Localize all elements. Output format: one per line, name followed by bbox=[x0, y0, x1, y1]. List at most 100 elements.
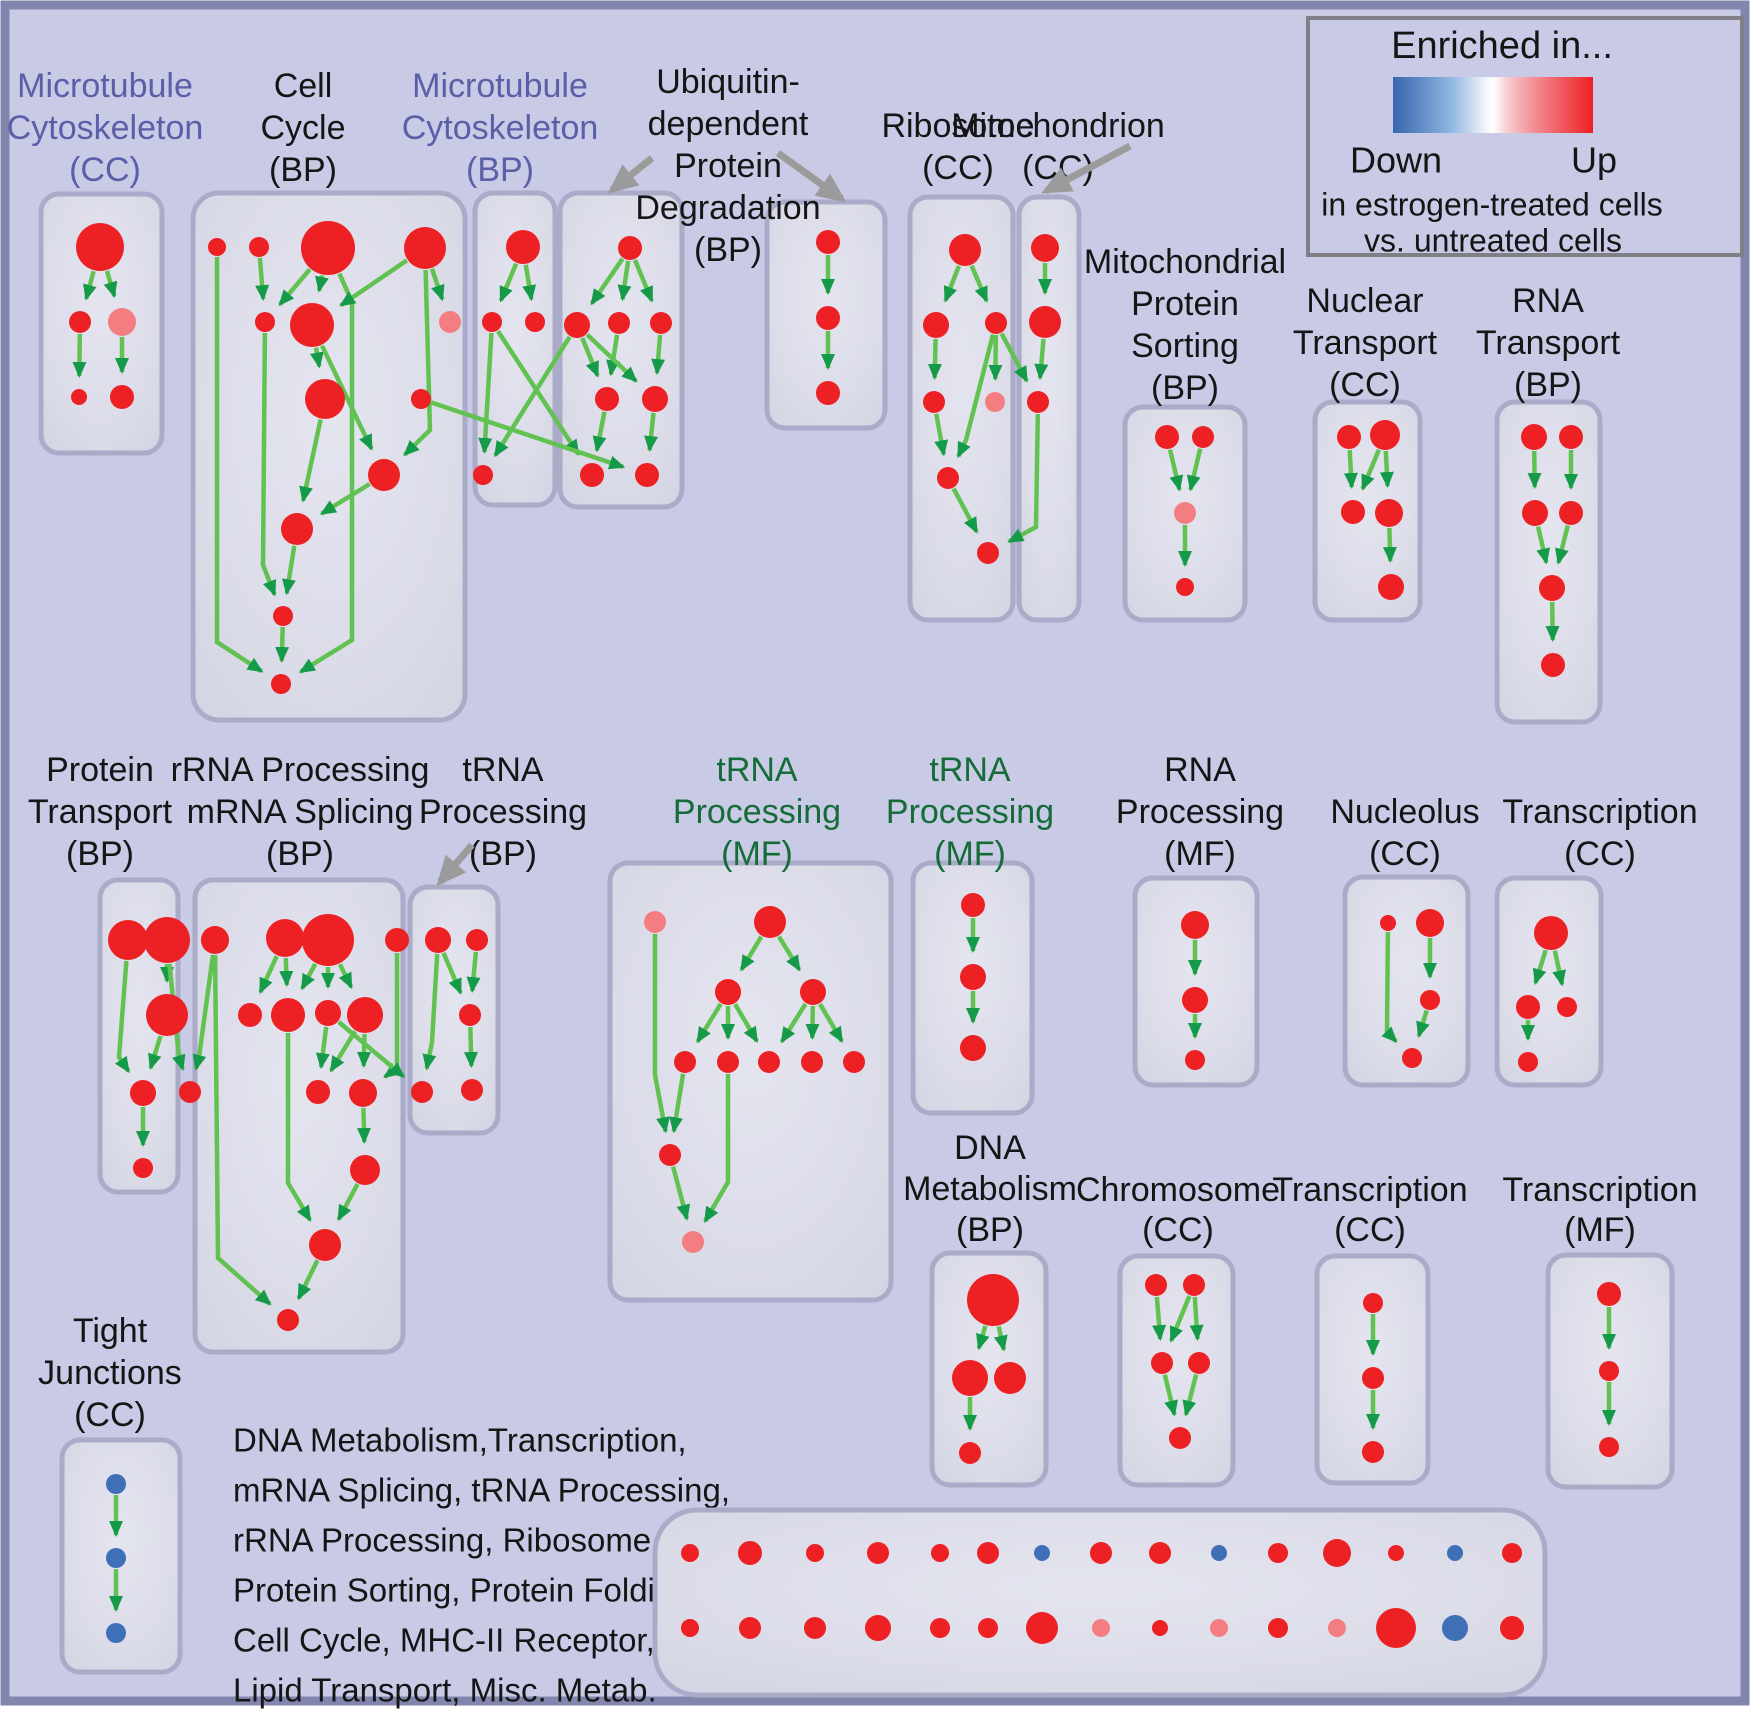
misc-category-text-line1: DNA Metabolism,Transcription, bbox=[233, 1422, 687, 1459]
misc-category-text-line6: Lipid Transport, Misc. Metab. bbox=[233, 1672, 657, 1709]
go-term-node-ub1-2 bbox=[608, 312, 630, 334]
go-term-node-chrom-1 bbox=[1183, 1274, 1205, 1296]
edge-ub1 bbox=[617, 260, 632, 302]
edge-rrna bbox=[212, 954, 272, 1306]
go-term-node-chrom-0 bbox=[1145, 1274, 1167, 1296]
cluster-label-ribo-line1: Ribosome bbox=[881, 107, 1034, 145]
legend-box bbox=[1306, 16, 1744, 257]
cluster-label-rrna-line2: mRNA Splicing bbox=[187, 793, 414, 831]
edge-rtrans bbox=[1527, 450, 1542, 489]
edge-ribo bbox=[951, 487, 979, 534]
go-term-node-mtcc-3 bbox=[71, 389, 87, 405]
go-term-node-ptrans-0 bbox=[108, 920, 148, 960]
legend-colorbar bbox=[1393, 77, 1593, 133]
edge-ribo bbox=[943, 265, 961, 303]
edge-gmf bbox=[695, 1002, 723, 1044]
legend-subtitle-line2: vs. untreated cells bbox=[1364, 222, 1622, 258]
go-term-node-mito-0 bbox=[1031, 234, 1059, 262]
cluster-label-msort-line2: Protein bbox=[1131, 285, 1239, 323]
cluster-label-ub1-line4: Degradation bbox=[635, 189, 820, 227]
edge-mtbp bbox=[522, 264, 537, 302]
edge-rrna bbox=[357, 1033, 372, 1068]
edge-rtrans bbox=[1535, 526, 1551, 565]
go-term-node-nucl-0 bbox=[1380, 915, 1396, 931]
edge-tcc1 bbox=[1552, 950, 1566, 987]
cluster-box-ntrans bbox=[1312, 399, 1423, 623]
go-term-node-tbp-2 bbox=[459, 1004, 481, 1026]
go-term-node-ribo-5 bbox=[937, 467, 959, 489]
go-term-node-mtbp-3 bbox=[473, 465, 493, 485]
edge-cross-rrna-tbp bbox=[337, 1020, 406, 1079]
go-term-node-cc-3 bbox=[404, 227, 446, 269]
go-term-node-cc-2 bbox=[301, 221, 355, 275]
cluster-box-mtbp bbox=[472, 190, 558, 508]
go-term-node-ub1-4 bbox=[595, 387, 619, 411]
edge-rrna bbox=[337, 963, 354, 989]
go-term-node-rrna-1 bbox=[266, 919, 304, 957]
go-term-node-msort-2 bbox=[1174, 502, 1196, 524]
cluster-box-mtcc bbox=[38, 191, 165, 456]
misc-node-bottom-3 bbox=[804, 1617, 826, 1639]
edge-ptrans bbox=[115, 960, 131, 1074]
go-term-node-ub1-0 bbox=[618, 236, 642, 260]
go-term-node-rtrans-2 bbox=[1522, 500, 1548, 526]
edge-rrna bbox=[192, 954, 216, 1071]
misc-node-top-14 bbox=[1447, 1545, 1463, 1561]
misc-node-bottom-8 bbox=[1092, 1619, 1110, 1637]
go-term-node-tbp-3 bbox=[411, 1081, 433, 1103]
arrow-to-mitochondrion-box bbox=[1041, 142, 1132, 195]
edge-rtrans bbox=[1545, 601, 1560, 642]
go-term-node-ribo-4 bbox=[985, 392, 1005, 412]
edge-tcc1 bbox=[1532, 949, 1548, 986]
cluster-label-rtrans-line1: RNA bbox=[1512, 282, 1584, 320]
edge-ub1 bbox=[589, 257, 625, 306]
edge-mtcc bbox=[72, 333, 87, 378]
go-term-node-chrom-4 bbox=[1169, 1427, 1191, 1449]
edge-mito bbox=[1034, 338, 1049, 381]
edge-cross-mito-ribo bbox=[1007, 413, 1041, 544]
cluster-label-dnam-line3: (BP) bbox=[956, 1211, 1024, 1249]
cluster-label-tcc2-line2: (CC) bbox=[1334, 1211, 1406, 1249]
go-term-node-cc-1 bbox=[249, 237, 269, 257]
misc-node-top-4 bbox=[867, 1542, 889, 1564]
edge-rrna bbox=[315, 1026, 330, 1070]
cluster-label-nucl-line2: (CC) bbox=[1369, 835, 1441, 873]
go-term-node-ribo-3 bbox=[923, 391, 945, 413]
misc-category-text-line5: Cell Cycle, MHC-II Receptor, bbox=[233, 1622, 655, 1659]
edge-ptrans bbox=[148, 1035, 163, 1071]
edge-gmf bbox=[703, 1074, 731, 1224]
misc-node-top-9 bbox=[1149, 1542, 1171, 1564]
edge-dnam bbox=[993, 1325, 1008, 1352]
edge-ribo bbox=[969, 264, 989, 303]
misc-node-bottom-2 bbox=[739, 1617, 761, 1639]
go-term-node-ub1-7 bbox=[635, 463, 659, 487]
cluster-label-msort-line4: (BP) bbox=[1151, 369, 1219, 407]
cluster-box-tcc1 bbox=[1494, 875, 1604, 1088]
go-term-node-tj-2 bbox=[106, 1623, 126, 1643]
go-term-node-ntrans-2 bbox=[1341, 500, 1365, 524]
go-term-node-mtcc-2 bbox=[108, 308, 136, 336]
cluster-label-ntrans-line3: (CC) bbox=[1329, 366, 1401, 404]
go-term-node-tcc2-2 bbox=[1362, 1441, 1384, 1463]
misc-node-top-12 bbox=[1323, 1539, 1351, 1567]
misc-node-top-5 bbox=[931, 1544, 949, 1562]
go-term-node-rpmf-1 bbox=[1182, 987, 1208, 1013]
edge-cross-ub1-mtbp bbox=[493, 335, 572, 458]
go-term-node-mito-1 bbox=[1029, 306, 1061, 338]
edge-cc bbox=[319, 344, 374, 451]
cluster-label-tmf-line1: Transcription bbox=[1502, 1171, 1697, 1209]
misc-node-bottom-13 bbox=[1376, 1608, 1416, 1648]
go-term-node-ntrans-0 bbox=[1337, 425, 1361, 449]
legend-title: Enriched in... bbox=[1391, 25, 1613, 67]
cluster-label-tbp-line1: tRNA bbox=[462, 751, 544, 789]
cluster-label-ub1-line2: dependent bbox=[648, 105, 809, 143]
go-term-node-ub1-5 bbox=[642, 386, 668, 412]
edge-gmf bbox=[805, 1005, 820, 1040]
go-term-node-rrna-2 bbox=[302, 914, 354, 966]
edge-cc bbox=[281, 545, 297, 596]
go-term-node-rrna-9 bbox=[306, 1080, 330, 1104]
go-term-node-rtrans-4 bbox=[1539, 575, 1565, 601]
cluster-label-ub1-line3: Protein bbox=[674, 147, 782, 185]
go-term-node-ub1-1 bbox=[564, 312, 590, 338]
edge-rrna bbox=[258, 955, 279, 995]
